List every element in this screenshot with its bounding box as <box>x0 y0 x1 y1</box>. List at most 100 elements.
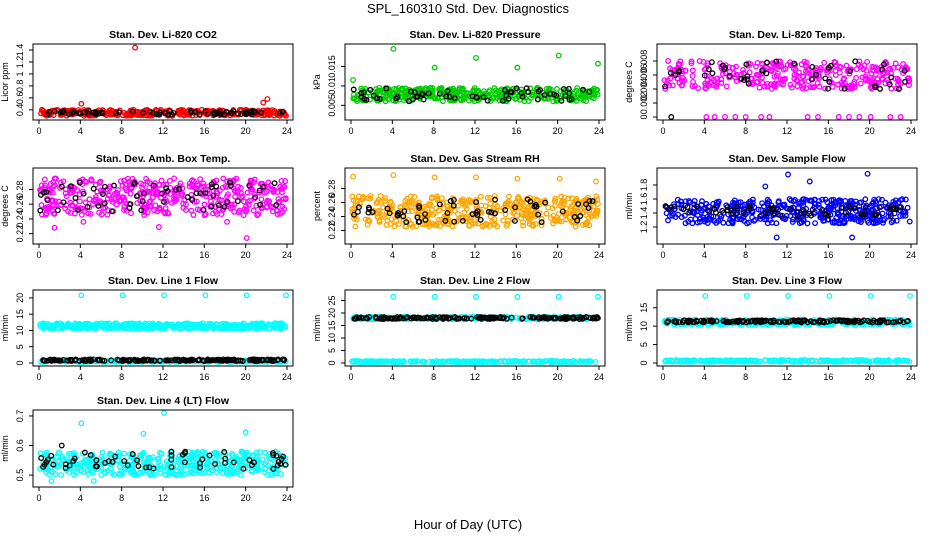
x-tick-label: 0 <box>36 126 41 136</box>
y-tick-label: 0.005 <box>327 94 337 117</box>
data-point <box>688 58 695 65</box>
data-point <box>454 211 461 217</box>
data-point <box>462 214 469 221</box>
data-point <box>907 292 913 299</box>
data-point <box>733 63 739 70</box>
data-point <box>585 214 592 221</box>
data-point <box>250 207 257 214</box>
data-point <box>883 205 890 211</box>
data-point <box>822 196 829 203</box>
data-point <box>592 359 599 365</box>
data-point <box>42 211 49 218</box>
x-tick-label: 16 <box>823 126 833 136</box>
data-point <box>904 204 911 211</box>
data-point <box>514 64 521 71</box>
data-point <box>518 90 525 97</box>
x-tick-label: 24 <box>906 250 916 260</box>
data-point <box>473 94 480 101</box>
data-point <box>405 208 412 215</box>
data-point <box>134 321 141 328</box>
data-point <box>231 201 238 208</box>
data-point <box>514 175 521 182</box>
data-point <box>785 171 791 178</box>
data-point <box>722 64 729 71</box>
panel-title: Stan. Dev. Amb. Box Temp. <box>96 153 231 165</box>
data-point <box>791 75 798 82</box>
data-point <box>514 195 521 202</box>
data-point <box>571 200 578 207</box>
x-tick-label: 0 <box>660 250 665 260</box>
data-point <box>817 358 824 365</box>
data-point <box>513 212 520 219</box>
data-point <box>51 357 58 363</box>
data-point <box>477 216 484 223</box>
y-tick-label: 0.24 <box>15 210 25 228</box>
data-point <box>144 203 151 210</box>
data-point <box>202 190 209 197</box>
data-point <box>43 189 50 196</box>
panel-title: Stan. Dev. Line 1 Flow <box>108 275 219 287</box>
data-point <box>542 199 549 206</box>
data-point <box>200 206 207 213</box>
data-point <box>537 87 544 93</box>
data-point <box>689 220 696 227</box>
data-point <box>706 208 713 214</box>
y-axis-label: ml/min <box>312 315 322 342</box>
data-point <box>197 176 204 183</box>
data-point <box>745 358 752 365</box>
data-point <box>453 218 460 225</box>
data-point <box>474 314 481 321</box>
data-point <box>531 314 537 321</box>
data-point <box>563 216 570 223</box>
data-point <box>574 217 581 224</box>
data-point <box>506 193 512 200</box>
data-point <box>383 222 390 228</box>
data-point <box>821 59 828 66</box>
data-point <box>487 200 494 207</box>
data-point <box>669 82 676 89</box>
x-tick-label: 12 <box>470 372 480 382</box>
data-point <box>676 67 682 74</box>
x-tick-label: 4 <box>390 372 395 382</box>
data-point <box>718 76 725 83</box>
data-point <box>569 358 576 365</box>
data-point <box>566 358 573 365</box>
data-point <box>99 110 106 117</box>
data-point <box>579 315 586 322</box>
data-point <box>259 324 266 331</box>
data-point <box>686 209 693 216</box>
series-2 <box>349 358 599 366</box>
data-point <box>809 206 816 213</box>
data-point <box>113 110 120 117</box>
data-point <box>513 85 520 92</box>
data-point <box>858 219 864 225</box>
data-point <box>447 198 454 204</box>
data-point <box>743 292 750 299</box>
data-point <box>279 108 286 115</box>
data-point <box>158 190 165 197</box>
data-point <box>504 200 511 206</box>
data-point <box>710 357 717 364</box>
data-point <box>804 114 811 120</box>
data-point <box>486 87 493 94</box>
x-tick-label: 16 <box>199 126 209 136</box>
data-point <box>795 69 802 76</box>
data-point <box>63 193 70 200</box>
data-point <box>150 110 157 116</box>
data-point <box>451 97 458 104</box>
data-point <box>812 220 819 227</box>
data-point <box>252 109 259 115</box>
data-point <box>271 180 278 187</box>
data-point <box>853 66 860 73</box>
data-point <box>256 187 263 194</box>
data-point <box>815 114 821 120</box>
data-point <box>672 72 679 79</box>
data-point <box>758 212 765 219</box>
data-point <box>438 85 445 91</box>
data-point <box>893 217 900 224</box>
data-point <box>370 92 377 99</box>
data-point <box>527 95 534 101</box>
data-point <box>451 95 458 102</box>
